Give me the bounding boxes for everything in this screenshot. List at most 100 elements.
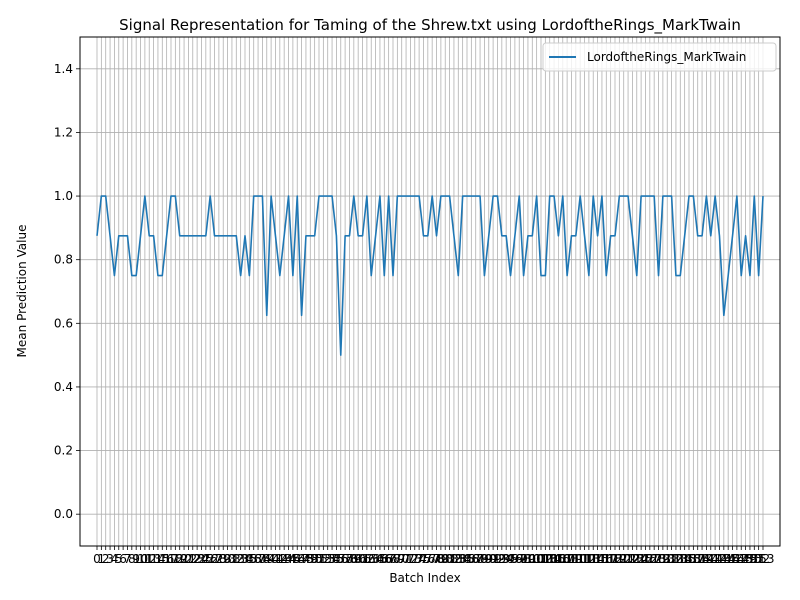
x-tick-label: 108 bbox=[556, 552, 579, 566]
x-tick-label: 28 bbox=[211, 552, 226, 566]
x-tick-label: 12 bbox=[142, 552, 157, 566]
x-tick-label: 22 bbox=[185, 552, 200, 566]
x-tick-label: 68 bbox=[385, 552, 400, 566]
x-tick-label: 17 bbox=[163, 552, 178, 566]
x-tick-label: 13 bbox=[146, 552, 161, 566]
x-tick-label: 128 bbox=[643, 552, 666, 566]
x-ticks: 0123456789101112131415161718192021222324… bbox=[93, 546, 774, 566]
x-tick-label: 119 bbox=[604, 552, 627, 566]
x-tick-label: 86 bbox=[464, 552, 479, 566]
x-tick-label: 122 bbox=[617, 552, 640, 566]
x-tick-label: 48 bbox=[298, 552, 313, 566]
x-tick-label: 63 bbox=[364, 552, 379, 566]
x-tick-label: 46 bbox=[290, 552, 305, 566]
y-tick-label: 0.6 bbox=[54, 316, 73, 330]
x-tick-label: 45 bbox=[285, 552, 300, 566]
x-tick-label: 5 bbox=[115, 552, 123, 566]
x-tick-label: 49 bbox=[303, 552, 318, 566]
x-tick-label: 85 bbox=[459, 552, 474, 566]
x-tick-label: 51 bbox=[311, 552, 326, 566]
x-tick-label: 106 bbox=[547, 552, 570, 566]
x-tick-label: 41 bbox=[268, 552, 283, 566]
x-tick-label: 47 bbox=[294, 552, 309, 566]
x-tick-label: 139 bbox=[691, 552, 714, 566]
x-tick-label: 137 bbox=[682, 552, 705, 566]
x-tick-label: 11 bbox=[137, 552, 152, 566]
x-tick-label: 25 bbox=[198, 552, 213, 566]
y-tick-label: 0.2 bbox=[54, 444, 73, 458]
x-tick-label: 109 bbox=[560, 552, 583, 566]
x-tick-label: 146 bbox=[721, 552, 744, 566]
x-tick-label: 57 bbox=[337, 552, 352, 566]
x-tick-label: 84 bbox=[455, 552, 470, 566]
x-tick-label: 115 bbox=[586, 552, 609, 566]
x-tick-label: 141 bbox=[699, 552, 722, 566]
x-tick-label: 59 bbox=[346, 552, 361, 566]
x-tick-label: 76 bbox=[420, 552, 435, 566]
x-tick-label: 16 bbox=[159, 552, 174, 566]
x-tick-label: 31 bbox=[224, 552, 239, 566]
x-tick-label: 140 bbox=[695, 552, 718, 566]
x-tick-label: 93 bbox=[494, 552, 509, 566]
x-tick-label: 132 bbox=[660, 552, 683, 566]
x-tick-label: 125 bbox=[630, 552, 653, 566]
x-tick-label: 52 bbox=[316, 552, 331, 566]
x-tick-label: 96 bbox=[507, 552, 522, 566]
x-tick-label: 33 bbox=[233, 552, 248, 566]
x-tick-label: 40 bbox=[263, 552, 278, 566]
x-tick-label: 42 bbox=[272, 552, 287, 566]
x-tick-label: 54 bbox=[324, 552, 339, 566]
x-tick-label: 58 bbox=[342, 552, 357, 566]
y-tick-label: 1.0 bbox=[54, 189, 73, 203]
y-tick-label: 0.4 bbox=[54, 380, 73, 394]
series-line bbox=[96, 195, 764, 356]
grid bbox=[80, 37, 780, 546]
x-tick-label: 9 bbox=[132, 552, 140, 566]
x-tick-label: 111 bbox=[569, 552, 592, 566]
x-tick-label: 37 bbox=[250, 552, 265, 566]
legend: LordoftheRings_MarkTwain bbox=[542, 42, 777, 72]
x-tick-label: 149 bbox=[734, 552, 757, 566]
x-tick-label: 120 bbox=[608, 552, 631, 566]
x-tick-label: 124 bbox=[625, 552, 648, 566]
x-tick-label: 38 bbox=[255, 552, 270, 566]
x-tick-label: 21 bbox=[181, 552, 196, 566]
x-tick-label: 72 bbox=[403, 552, 418, 566]
x-tick-label: 56 bbox=[333, 552, 348, 566]
x-tick-label: 138 bbox=[686, 552, 709, 566]
x-tick-label: 101 bbox=[525, 552, 548, 566]
x-tick-label: 136 bbox=[678, 552, 701, 566]
x-tick-label: 131 bbox=[656, 552, 679, 566]
x-tick-label: 43 bbox=[277, 552, 292, 566]
x-tick-label: 148 bbox=[730, 552, 753, 566]
x-tick-label: 145 bbox=[717, 552, 740, 566]
x-tick-label: 95 bbox=[503, 552, 518, 566]
x-tick-label: 94 bbox=[499, 552, 514, 566]
x-tick-label: 8 bbox=[128, 552, 136, 566]
x-tick-label: 133 bbox=[664, 552, 687, 566]
x-tick-label: 6 bbox=[119, 552, 127, 566]
x-tick-label: 127 bbox=[638, 552, 661, 566]
x-tick-label: 92 bbox=[490, 552, 505, 566]
x-tick-label: 32 bbox=[229, 552, 244, 566]
x-tick-label: 135 bbox=[673, 552, 696, 566]
x-tick-label: 110 bbox=[564, 552, 587, 566]
x-tick-label: 114 bbox=[582, 552, 605, 566]
x-tick-label: 105 bbox=[543, 552, 566, 566]
x-tick-label: 35 bbox=[242, 552, 257, 566]
x-tick-label: 83 bbox=[451, 552, 466, 566]
x-tick-label: 55 bbox=[329, 552, 344, 566]
x-tick-label: 116 bbox=[590, 552, 613, 566]
x-tick-label: 103 bbox=[534, 552, 557, 566]
x-tick-label: 100 bbox=[521, 552, 544, 566]
y-tick-label: 0.8 bbox=[54, 253, 73, 267]
x-tick-label: 97 bbox=[512, 552, 527, 566]
x-tick-label: 23 bbox=[189, 552, 204, 566]
x-tick-label: 70 bbox=[394, 552, 409, 566]
chart-title: Signal Representation for Taming of the … bbox=[119, 16, 741, 35]
y-axis-label: Mean Prediction Value bbox=[15, 225, 29, 358]
x-tick-label: 87 bbox=[468, 552, 483, 566]
x-tick-label: 78 bbox=[429, 552, 444, 566]
x-tick-label: 79 bbox=[433, 552, 448, 566]
plot-area bbox=[80, 37, 780, 546]
